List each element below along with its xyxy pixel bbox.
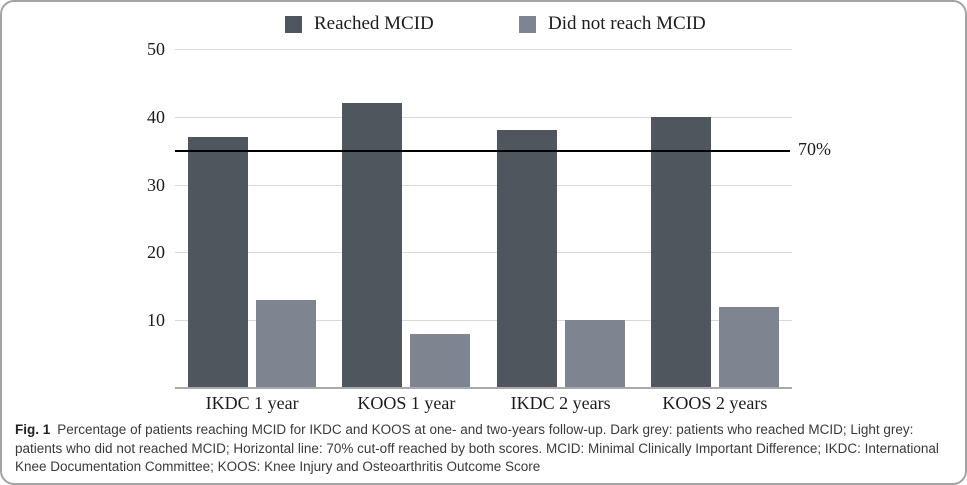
x-tick-label: IKDC 1 year <box>205 393 299 413</box>
bar <box>410 333 471 388</box>
bars-row <box>175 49 792 388</box>
y-tick-label: 10 <box>147 310 165 331</box>
y-tick-label: 30 <box>147 174 165 195</box>
figure-caption-label: Fig. 1 <box>15 422 51 437</box>
figure-caption-text: Percentage of patients reaching MCID for… <box>15 422 939 474</box>
legend-swatch-reached <box>285 15 302 33</box>
bar-group <box>329 49 483 388</box>
legend-swatch-not-reached <box>519 15 536 33</box>
y-axis-labels: 10 20 30 40 50 <box>2 39 165 388</box>
legend-label-not-reached: Did not reach MCID <box>548 13 706 34</box>
reference-line-label: 70% <box>798 138 831 159</box>
bar <box>650 116 711 388</box>
x-tick-label: IKDC 2 years <box>510 393 611 413</box>
bar-group <box>175 49 329 388</box>
bar <box>496 130 557 388</box>
x-tick-label: KOOS 1 year <box>357 393 456 413</box>
legend-label-reached: Reached MCID <box>314 13 434 34</box>
bar <box>718 306 779 388</box>
x-axis-labels: IKDC 1 year KOOS 1 year IKDC 2 years KOOS 2… <box>175 393 792 414</box>
y-tick-label: 50 <box>147 39 165 59</box>
bar <box>188 137 249 388</box>
reference-line-70pct <box>175 149 790 152</box>
x-tick-label: KOOS 2 years <box>662 393 768 413</box>
legend-item-not-reached: Did not reach MCID <box>519 13 706 34</box>
gridline <box>175 116 792 118</box>
plot-area: 70% <box>175 49 831 389</box>
y-tick-label: 40 <box>147 106 165 127</box>
bar <box>342 103 403 388</box>
legend-item-reached: Reached MCID <box>285 13 434 34</box>
gridline <box>175 49 792 50</box>
x-axis-line <box>175 387 792 389</box>
bar <box>256 299 317 388</box>
bar-group <box>484 49 638 388</box>
bar-group <box>638 49 792 388</box>
gridline <box>175 320 792 322</box>
gridline <box>175 252 792 254</box>
gridline <box>175 184 792 186</box>
y-tick-label: 20 <box>147 242 165 263</box>
bar <box>564 320 625 388</box>
figure-caption: Fig. 1 Percentage of patients reaching MC… <box>15 421 951 477</box>
